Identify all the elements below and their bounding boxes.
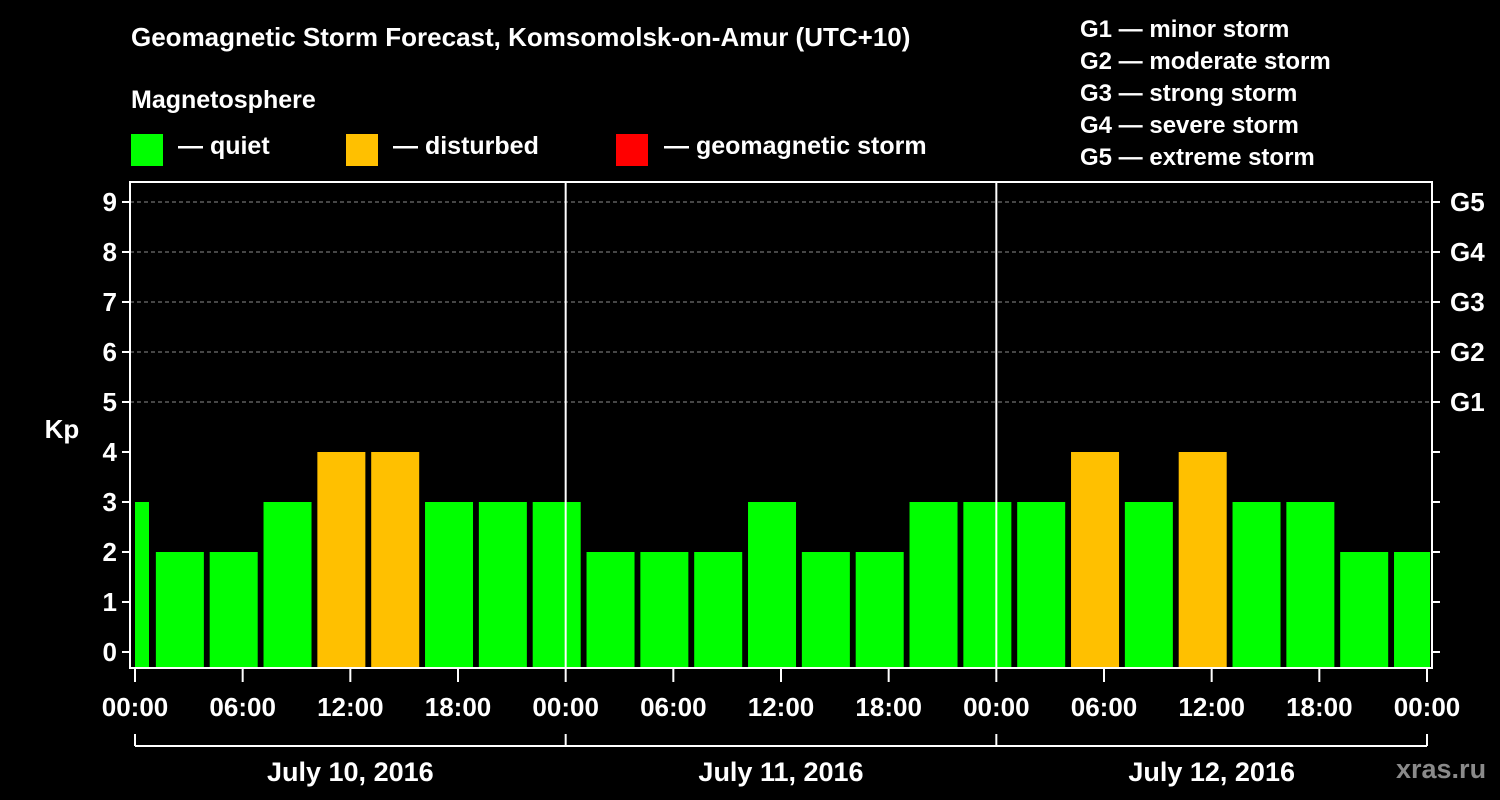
- kp-bar: [1340, 552, 1389, 668]
- watermark: xras.ru: [1396, 754, 1487, 784]
- x-tick-label: 18:00: [1286, 692, 1353, 722]
- legend-swatch-storm: [616, 134, 648, 166]
- y-tick-label: 7: [103, 287, 117, 317]
- kp-bar: [209, 552, 258, 668]
- kp-bar: [263, 502, 312, 668]
- kp-bar: [640, 552, 689, 668]
- storm-scale-g4: G4 — severe storm: [1080, 112, 1299, 139]
- kp-bar: [855, 552, 904, 668]
- kp-bar: [1286, 502, 1335, 668]
- legend-label-storm: — geomagnetic storm: [664, 132, 927, 160]
- g-scale-label: G2: [1450, 337, 1485, 367]
- x-tick-label: 06:00: [209, 692, 276, 722]
- storm-scale-g2: G2 — moderate storm: [1080, 48, 1331, 75]
- kp-bar: [963, 502, 1012, 668]
- x-tick-label: 18:00: [425, 692, 492, 722]
- g-scale-label: G4: [1450, 237, 1485, 267]
- x-tick-label: 00:00: [1394, 692, 1461, 722]
- chart-title: Geomagnetic Storm Forecast, Komsomolsk-o…: [131, 22, 911, 52]
- legend-label-quiet: — quiet: [178, 132, 270, 160]
- legend-swatch-quiet: [131, 134, 163, 166]
- x-tick-label: 06:00: [640, 692, 707, 722]
- y-tick-label: 6: [103, 337, 117, 367]
- kp-bar: [909, 502, 958, 668]
- date-label: July 10, 2016: [267, 757, 434, 787]
- kp-bar: [317, 452, 366, 668]
- storm-scale-g1: G1 — minor storm: [1080, 16, 1290, 43]
- kp-bar: [425, 502, 474, 668]
- y-tick-label: 0: [103, 637, 117, 667]
- kp-bar: [801, 552, 850, 668]
- kp-bar: [1394, 552, 1430, 668]
- legend-label-disturbed: — disturbed: [393, 132, 539, 160]
- magnetosphere-label: Magnetosphere: [131, 86, 316, 114]
- storm-scale-g3: G3 — strong storm: [1080, 80, 1298, 107]
- y-axis-label: Kp: [45, 414, 80, 444]
- y-tick-label: 5: [103, 387, 117, 417]
- x-tick-label: 00:00: [102, 692, 169, 722]
- x-tick-label: 12:00: [748, 692, 815, 722]
- x-tick-label: 06:00: [1071, 692, 1138, 722]
- kp-bar: [155, 552, 204, 668]
- g-scale-label: G1: [1450, 387, 1485, 417]
- x-tick-label: 00:00: [963, 692, 1030, 722]
- y-tick-label: 9: [103, 187, 117, 217]
- kp-bar: [1124, 502, 1173, 668]
- x-tick-label: 00:00: [532, 692, 599, 722]
- y-tick-label: 2: [103, 537, 117, 567]
- kp-bar: [1071, 452, 1120, 668]
- y-tick-label: 1: [103, 587, 117, 617]
- kp-bar: [135, 502, 149, 668]
- kp-bar: [478, 502, 527, 668]
- x-tick-label: 12:00: [317, 692, 384, 722]
- g-scale-label: G3: [1450, 287, 1485, 317]
- legend-swatch-disturbed: [346, 134, 378, 166]
- kp-bar: [371, 452, 420, 668]
- x-tick-label: 18:00: [855, 692, 922, 722]
- y-tick-label: 4: [103, 437, 118, 467]
- date-label: July 12, 2016: [1128, 757, 1295, 787]
- kp-bar: [532, 502, 581, 668]
- kp-bar: [694, 552, 743, 668]
- x-tick-label: 12:00: [1178, 692, 1245, 722]
- kp-bar: [1232, 502, 1281, 668]
- storm-scale-g5: G5 — extreme storm: [1080, 144, 1315, 171]
- y-tick-label: 3: [103, 487, 117, 517]
- kp-bar: [1178, 452, 1227, 668]
- kp-bar: [748, 502, 797, 668]
- date-label: July 11, 2016: [698, 757, 863, 787]
- kp-bar: [586, 552, 635, 668]
- kp-bar: [1017, 502, 1066, 668]
- g-scale-label: G5: [1450, 187, 1485, 217]
- y-tick-label: 8: [103, 237, 117, 267]
